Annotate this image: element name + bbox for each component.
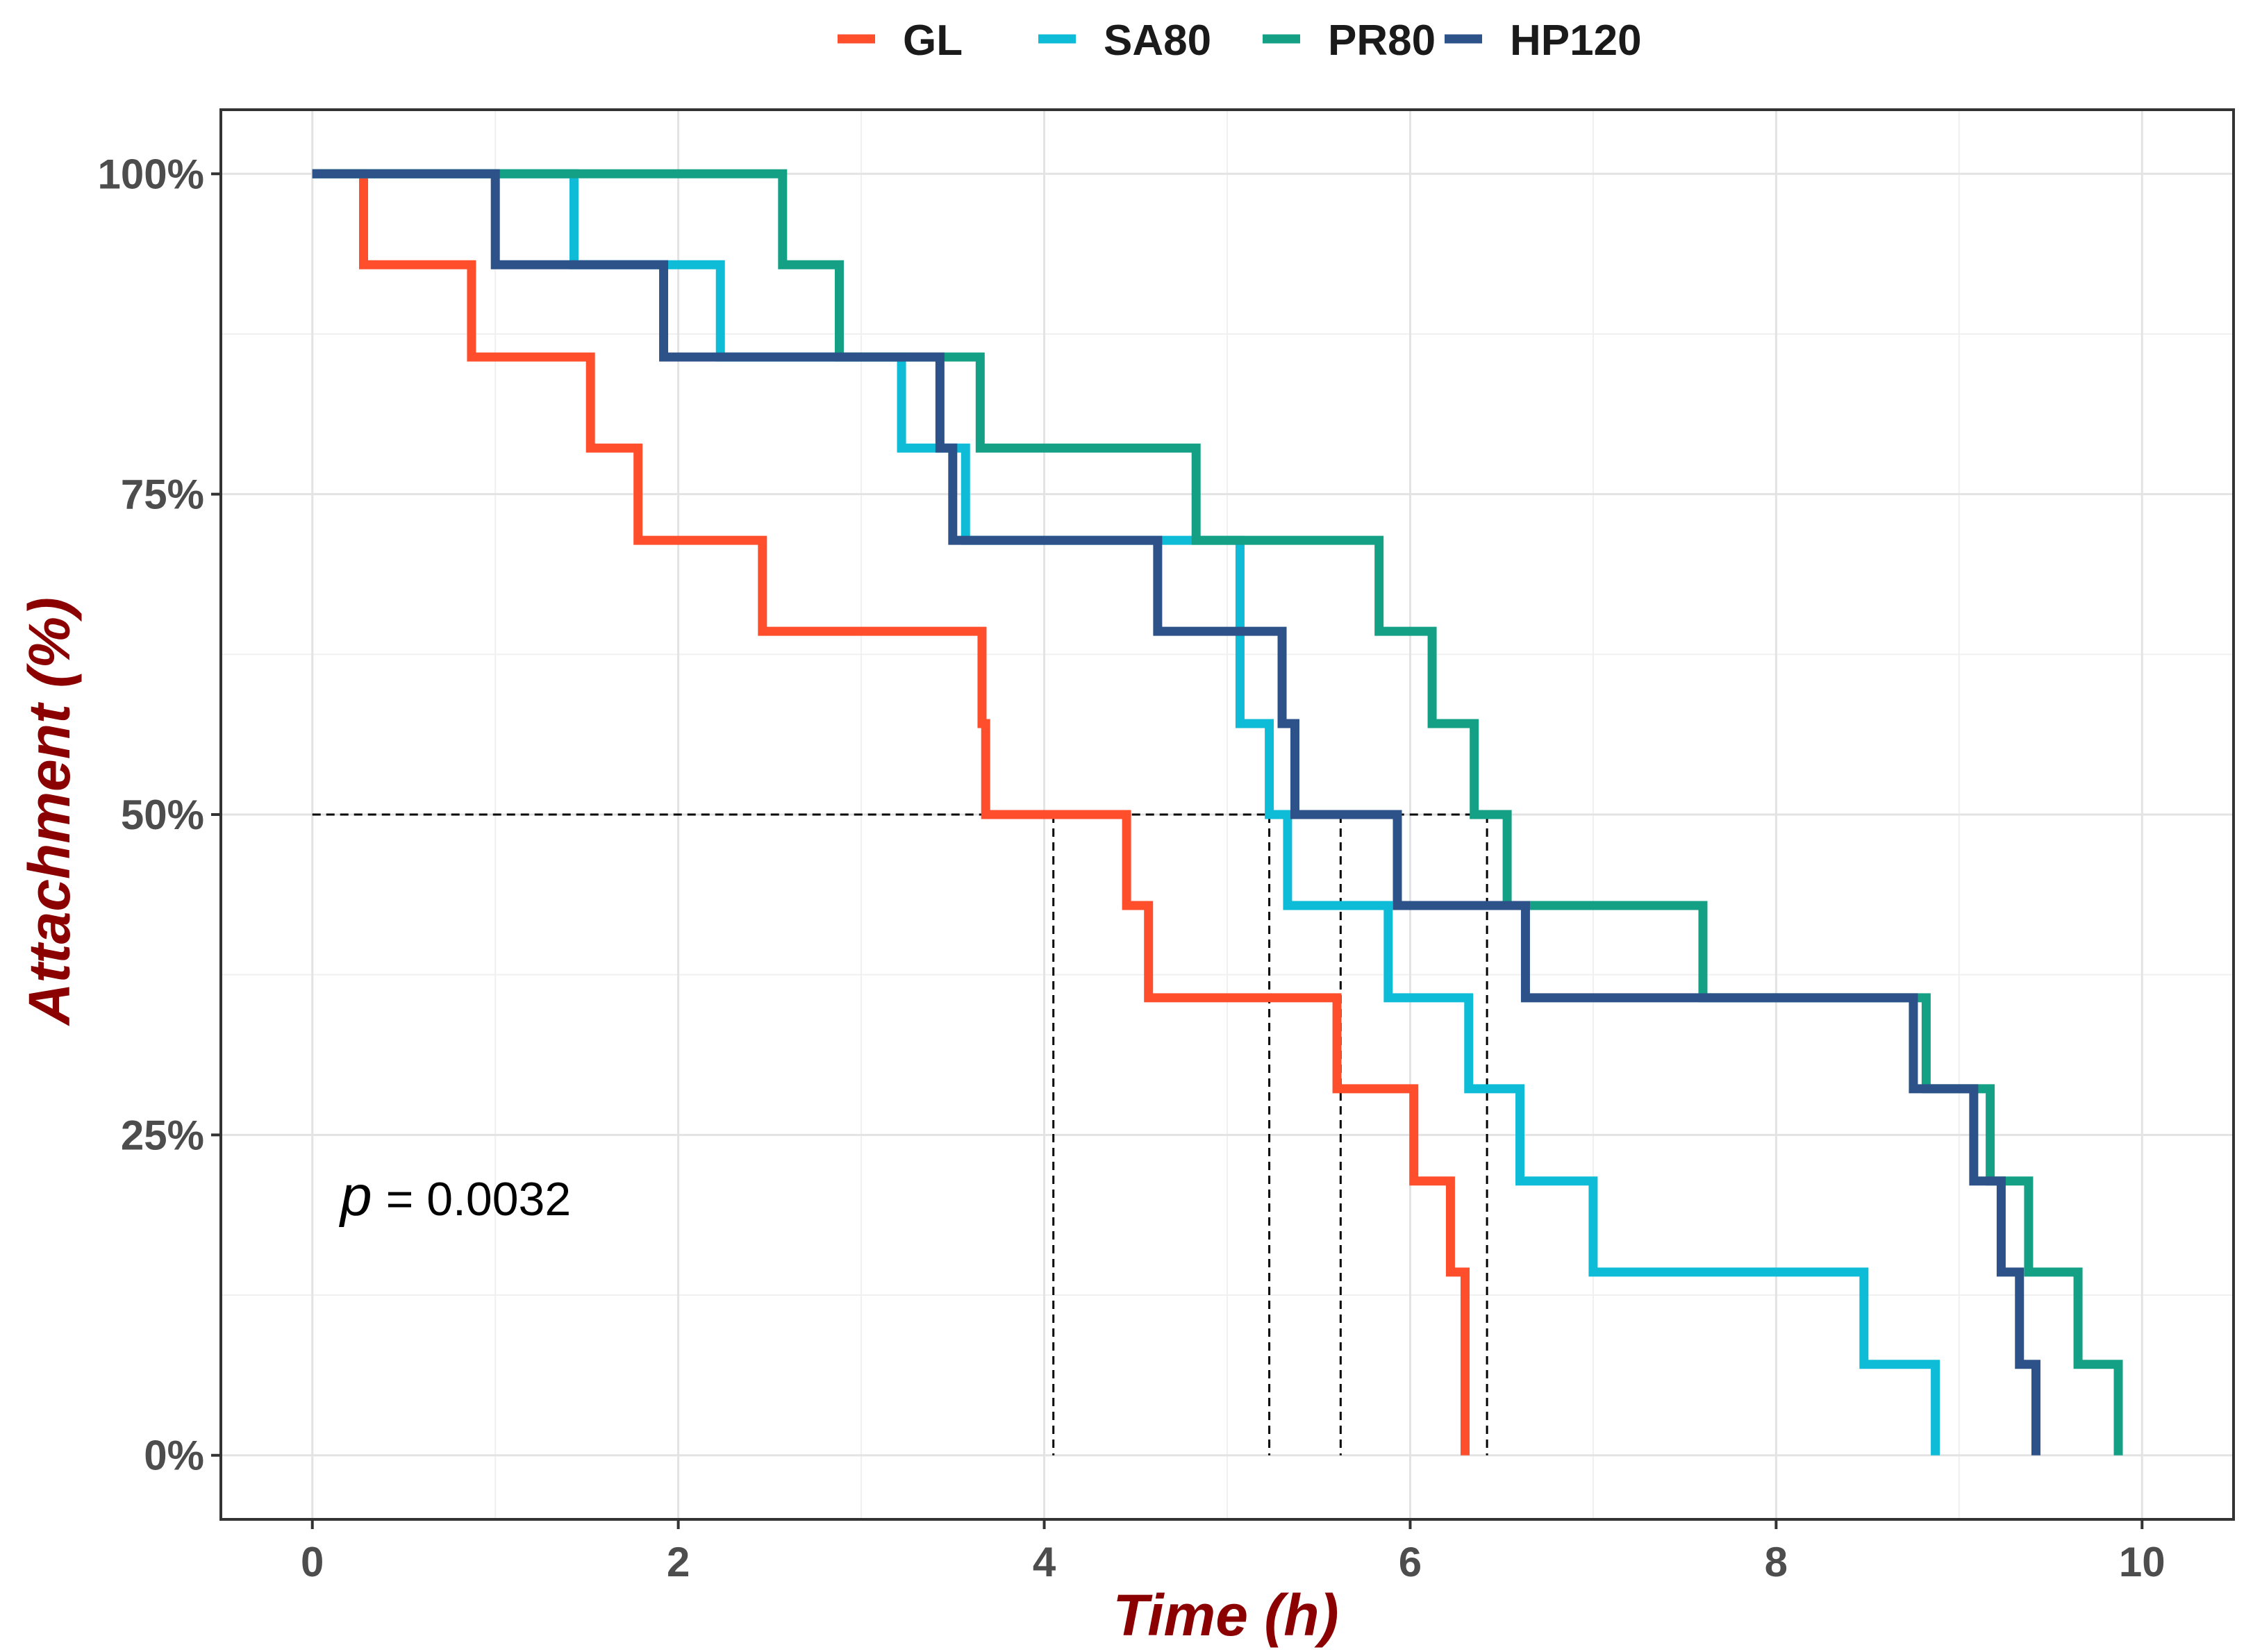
x-tick-label: 6: [1399, 1539, 1422, 1585]
legend-label-gl: GL: [903, 17, 963, 65]
series-lines: [312, 169, 2123, 1455]
x-tick-label: 8: [1765, 1539, 1788, 1585]
x-tick-label: 0: [301, 1539, 324, 1585]
p-value-annotation: p = 0.0032: [338, 1165, 571, 1228]
legend-label-pr80: PR80: [1328, 17, 1436, 65]
legend: GL SA80 PR80 HP120: [838, 17, 1642, 65]
x-axis-title: Time (h): [1113, 1583, 1338, 1648]
legend-label-sa80: SA80: [1104, 17, 1211, 65]
y-axis-title: Attachment (%): [17, 597, 82, 1026]
y-tick-label: 25%: [121, 1112, 204, 1158]
y-tick-label: 0%: [144, 1433, 204, 1479]
x-tick-label: 4: [1033, 1539, 1056, 1585]
series-line-hp120: [312, 169, 2040, 1455]
p-value-symbol: p: [338, 1165, 372, 1228]
x-tick-label: 10: [2119, 1539, 2165, 1585]
series-line-gl: [312, 169, 1470, 1455]
axes: 0 2 4 6 8 100%25%50%75%100%: [98, 151, 2165, 1585]
y-tick-label: 75%: [121, 472, 204, 518]
y-tick-label: 50%: [121, 792, 204, 838]
y-tick-label: 100%: [98, 151, 204, 197]
p-value-text: = 0.0032: [386, 1173, 572, 1226]
x-tick-label: 2: [667, 1539, 690, 1585]
legend-label-hp120: HP120: [1510, 17, 1642, 65]
